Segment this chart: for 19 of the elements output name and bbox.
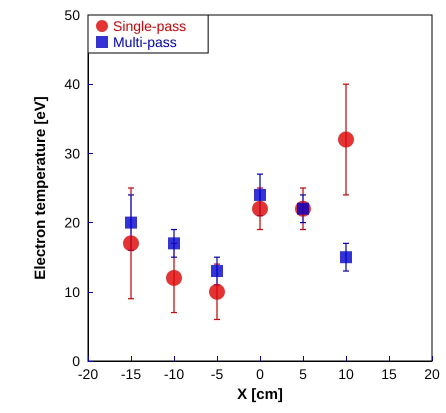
- legend-label: Single-pass: [113, 18, 186, 34]
- y-tick-label: 40: [64, 76, 80, 92]
- y-tick-label: 50: [64, 7, 80, 23]
- x-tick-label: -20: [78, 366, 98, 382]
- y-tick-label: 10: [64, 284, 80, 300]
- x-tick-label: 5: [299, 366, 308, 382]
- y-tick-label: 0: [72, 353, 80, 369]
- legend-label: Multi-pass: [113, 34, 177, 50]
- y-axis-title: Electron temperature [eV]: [32, 96, 49, 280]
- x-tick-label: 10: [338, 366, 354, 382]
- x-tick-label: 15: [381, 366, 397, 382]
- x-axis-title: X [cm]: [237, 386, 283, 403]
- y-tick-label: 30: [64, 145, 80, 162]
- x-tick-label: 0: [256, 366, 264, 382]
- x-tick-label: 20: [424, 366, 440, 382]
- x-tick-label: -15: [120, 366, 142, 382]
- y-tick-label: 20: [64, 214, 80, 231]
- x-tick-label: -10: [164, 366, 184, 382]
- x-tick-label: -5: [210, 366, 224, 382]
